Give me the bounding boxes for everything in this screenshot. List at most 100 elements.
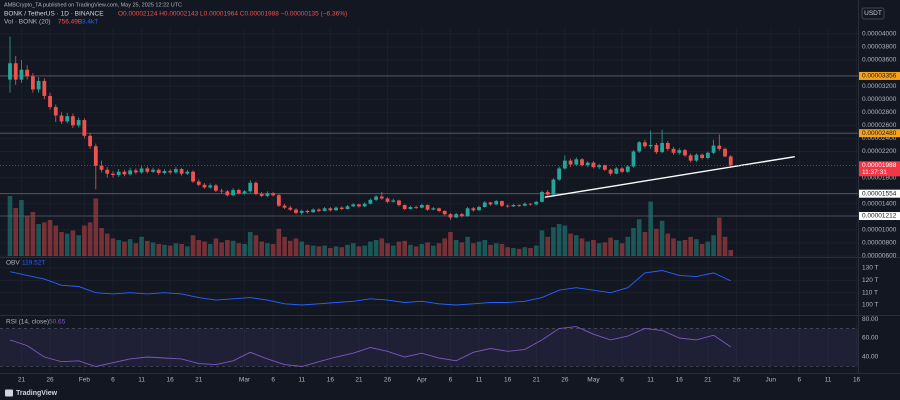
volume-bar	[144, 240, 150, 256]
level-label-bg	[859, 71, 900, 80]
volume-bar	[665, 233, 671, 256]
volume-name: Vol · BONK (20)	[4, 19, 51, 26]
candle-body	[585, 162, 590, 166]
candle-body	[334, 207, 338, 211]
volume-bar	[556, 224, 562, 256]
candle-body	[276, 195, 281, 206]
volume-bar	[694, 239, 699, 256]
volume-bar	[488, 244, 493, 256]
x-tick-label: 21	[18, 377, 26, 384]
candle-body	[442, 210, 447, 215]
y-tick-label: 0.00001800	[862, 174, 897, 181]
level-label-bg	[859, 212, 900, 221]
x-tick-label: 6	[449, 377, 453, 384]
candle-body	[482, 202, 487, 208]
candle-body	[694, 154, 699, 161]
obv-last: 119.52T	[22, 260, 45, 267]
obv-line	[9, 270, 731, 306]
candle-body	[316, 209, 321, 211]
currency-box[interactable]	[861, 7, 885, 20]
volume-bar	[608, 237, 613, 256]
candle-body	[431, 208, 436, 210]
x-tick-label: 11	[647, 377, 654, 384]
candle-body	[116, 171, 121, 175]
candle-body	[528, 203, 533, 205]
volume-bar	[528, 248, 533, 256]
x-tick-label: 26	[561, 377, 569, 384]
candle-body	[345, 206, 350, 209]
volume-bar	[276, 228, 282, 256]
y-tick-label: 0.00000800	[862, 240, 897, 247]
brand: TradingView	[16, 390, 58, 397]
candle-body	[408, 207, 413, 209]
y-tick-label: 0.00002200	[862, 148, 897, 155]
candle-body	[288, 207, 293, 210]
level-label: 0.00001554	[862, 190, 897, 197]
candle-body	[36, 80, 41, 90]
y-tick-label: 0.00002400	[862, 135, 897, 142]
volume-bar	[379, 238, 385, 256]
candle-body	[271, 193, 276, 196]
candle-body	[53, 107, 58, 116]
volume-bar	[453, 240, 459, 256]
volume-bar	[419, 244, 425, 256]
candle-body	[151, 169, 155, 172]
x-tick-label: Apr	[417, 377, 428, 384]
volume-bar	[425, 242, 430, 256]
volume-bar	[59, 232, 64, 256]
candle-body	[705, 152, 710, 159]
volume-bar	[688, 236, 693, 256]
volume-bar	[162, 244, 167, 256]
volume-bar	[328, 248, 333, 256]
candle-body	[551, 179, 556, 195]
candle-body	[259, 193, 264, 196]
volume-bar	[585, 241, 591, 256]
volume-bar	[728, 249, 734, 256]
volume-bar	[156, 244, 162, 256]
trendline	[544, 156, 795, 198]
candle-body	[488, 202, 493, 205]
x-tick-label: 16	[327, 377, 335, 384]
volume-bar	[104, 233, 110, 256]
y-tick-label: 0.00001000	[862, 227, 897, 234]
volume-bar	[636, 219, 642, 256]
x-tick-label: 21	[355, 377, 363, 384]
x-tick-label: 21	[533, 377, 541, 384]
volume-bar	[190, 235, 196, 256]
candle-body	[248, 182, 253, 192]
x-tick-label: 6	[798, 377, 802, 384]
candle-body	[454, 214, 459, 218]
rsi-tick-label: 60.00	[862, 335, 879, 342]
volume-bar	[282, 236, 287, 256]
volume-bar	[591, 240, 596, 256]
candle-body	[683, 150, 687, 156]
x-tick-label: 6	[111, 377, 115, 384]
candle-body	[139, 168, 144, 173]
volume-bar	[562, 225, 568, 256]
candle-body	[231, 190, 235, 196]
candle-body	[168, 171, 173, 173]
volume-bar	[522, 247, 528, 256]
candle-body	[471, 208, 476, 211]
y-tick-label: 0.00003800	[862, 44, 897, 51]
candle-body	[614, 168, 619, 174]
candle-body	[397, 200, 401, 206]
candle-body	[631, 151, 636, 167]
volume-bar	[368, 241, 373, 256]
currency[interactable]: USDT	[864, 10, 882, 17]
candle-body	[517, 205, 521, 206]
candle-body	[717, 145, 722, 149]
candle-body	[700, 154, 705, 159]
volume-bar	[642, 232, 648, 256]
candle-body	[368, 199, 373, 204]
candle-body	[728, 156, 733, 166]
candle-body	[25, 69, 30, 77]
volume-bar	[362, 245, 367, 256]
candle-body	[162, 171, 167, 174]
candle-body	[562, 160, 567, 169]
candle-body	[185, 171, 190, 174]
rsi-band	[0, 328, 858, 367]
volume-bar	[711, 235, 716, 256]
candle-body	[71, 116, 75, 126]
candle-body	[574, 159, 579, 165]
